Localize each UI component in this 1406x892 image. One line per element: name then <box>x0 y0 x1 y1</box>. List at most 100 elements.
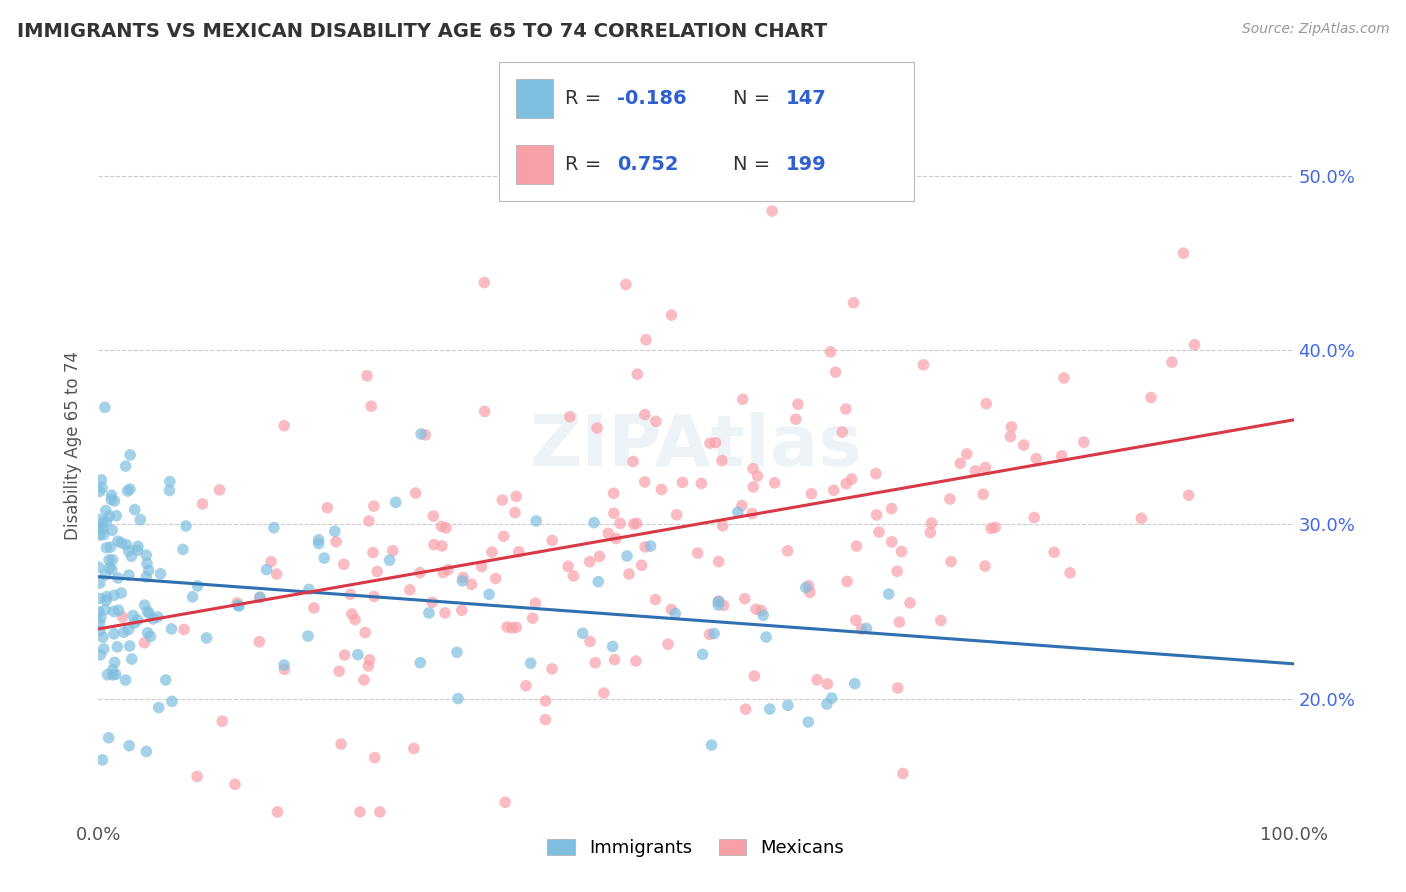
Point <box>333 558 356 572</box>
Point <box>579 634 602 648</box>
Point <box>835 476 858 491</box>
Point <box>886 681 908 695</box>
Point <box>734 702 756 716</box>
Point <box>349 805 371 819</box>
Point <box>418 606 440 620</box>
Point <box>571 626 593 640</box>
Point <box>787 397 810 411</box>
Point <box>711 518 734 533</box>
Point <box>101 562 124 576</box>
Point <box>1140 391 1163 405</box>
Point <box>700 738 723 752</box>
Point <box>434 521 457 535</box>
Point <box>339 587 361 601</box>
Point <box>690 476 713 491</box>
Point <box>266 805 288 819</box>
Point <box>707 598 730 612</box>
Point <box>583 656 606 670</box>
Point <box>939 491 962 506</box>
Point <box>1025 451 1047 466</box>
Point <box>626 516 648 531</box>
Point <box>97 667 120 681</box>
Point <box>1012 438 1035 452</box>
Point <box>430 519 453 533</box>
Text: R =: R = <box>565 89 607 108</box>
Point <box>634 408 657 422</box>
Point <box>368 805 391 819</box>
Point <box>491 493 513 508</box>
Point <box>710 453 733 467</box>
Point <box>111 610 134 624</box>
Point <box>634 540 657 554</box>
Text: Source: ZipAtlas.com: Source: ZipAtlas.com <box>1241 22 1389 37</box>
Point <box>920 525 942 540</box>
Point <box>472 276 495 290</box>
Point <box>755 630 778 644</box>
Point <box>704 435 727 450</box>
Point <box>617 566 640 581</box>
Point <box>634 333 657 347</box>
Point <box>129 513 152 527</box>
Point <box>134 598 156 612</box>
Point <box>891 766 914 780</box>
Point <box>120 549 142 564</box>
Point <box>364 750 387 764</box>
Point <box>135 548 157 562</box>
Point <box>557 559 579 574</box>
Point <box>187 579 209 593</box>
Point <box>107 571 129 585</box>
Point <box>186 769 208 783</box>
Point <box>1000 430 1022 444</box>
Point <box>325 534 347 549</box>
Point <box>98 540 121 554</box>
Point <box>699 627 721 641</box>
Point <box>359 653 381 667</box>
Point <box>939 555 962 569</box>
Point <box>381 543 404 558</box>
Point <box>98 561 121 575</box>
Point <box>949 456 972 470</box>
Point <box>363 499 385 513</box>
Point <box>103 627 125 641</box>
Point <box>980 521 1002 535</box>
Point <box>160 622 183 636</box>
Point <box>1184 337 1206 351</box>
Point <box>224 777 246 791</box>
FancyBboxPatch shape <box>516 79 553 118</box>
Point <box>657 637 679 651</box>
Point <box>98 509 121 524</box>
Point <box>686 546 709 560</box>
Point <box>665 508 688 522</box>
Point <box>744 669 766 683</box>
Point <box>460 577 482 591</box>
Point <box>752 608 775 623</box>
Point <box>297 629 319 643</box>
Point <box>794 581 817 595</box>
Point <box>347 648 370 662</box>
Point <box>344 613 367 627</box>
Point <box>776 698 799 713</box>
Point <box>247 634 270 648</box>
Point <box>226 599 249 613</box>
Point <box>139 630 162 644</box>
Point <box>699 436 721 450</box>
Point <box>409 426 432 441</box>
Point <box>447 691 470 706</box>
Point <box>450 603 472 617</box>
Point <box>118 739 141 753</box>
Point <box>91 522 114 536</box>
Point <box>330 737 353 751</box>
Point <box>741 507 763 521</box>
Point <box>707 554 730 568</box>
Point <box>1177 488 1199 502</box>
Point <box>115 538 138 552</box>
Point <box>89 616 111 631</box>
Point <box>541 533 564 548</box>
Point <box>776 544 799 558</box>
Point <box>1059 566 1081 580</box>
Point <box>734 591 756 606</box>
Point <box>800 487 823 501</box>
Point <box>138 563 160 577</box>
Point <box>508 545 530 559</box>
Point <box>831 425 853 439</box>
